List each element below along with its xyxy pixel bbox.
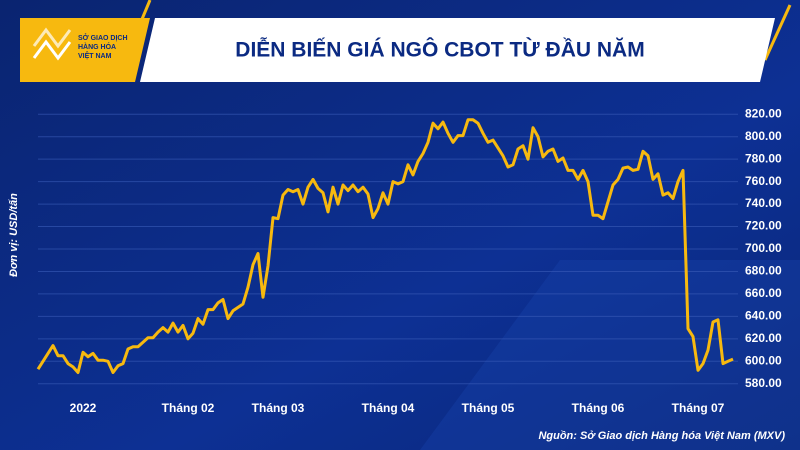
x-tick-label: 2022: [70, 401, 97, 415]
header-bar: [140, 18, 775, 82]
x-tick-label: Tháng 05: [462, 401, 515, 415]
source: Nguồn: Sở Giao dịch Hàng hóa Việt Nam (M…: [538, 430, 785, 442]
y-tick-label: 620.00: [745, 331, 782, 345]
price-line: [36, 118, 734, 374]
logo-text: VIỆT NAM: [78, 51, 112, 60]
decor-stripe: [763, 4, 792, 61]
y-tick-label: 680.00: [745, 264, 782, 278]
logo-box: [20, 18, 150, 82]
y-tick-label: 640.00: [745, 309, 782, 323]
y-tick-label: 760.00: [745, 174, 782, 188]
y-tick-label: 600.00: [745, 353, 782, 367]
x-tick-label: Tháng 06: [572, 401, 625, 415]
y-axis-label: Đơn vị: USD/tấn: [8, 193, 20, 277]
logo-mark: [32, 27, 72, 61]
y-tick-label: 740.00: [745, 196, 782, 210]
y-tick-label: 700.00: [745, 241, 782, 255]
decor: [420, 260, 800, 450]
x-tick-label: Tháng 07: [672, 401, 725, 415]
logo-text: HÀNG HÓA: [78, 42, 116, 51]
y-tick-label: 720.00: [745, 219, 782, 233]
chart-title: DIỄN BIẾN GIÁ NGÔ CBOT TỪ ĐẦU NĂM: [235, 38, 644, 62]
x-tick-label: Tháng 04: [362, 401, 415, 415]
x-tick-label: Tháng 03: [252, 401, 305, 415]
y-tick-label: 580.00: [745, 376, 782, 390]
x-tick-label: Tháng 02: [162, 401, 215, 415]
y-tick-label: 820.00: [745, 106, 782, 120]
logo-text: SỞ GIAO DỊCH: [78, 33, 128, 42]
y-tick-label: 800.00: [745, 129, 782, 143]
y-tick-label: 780.00: [745, 151, 782, 165]
y-tick-label: 660.00: [745, 286, 782, 300]
